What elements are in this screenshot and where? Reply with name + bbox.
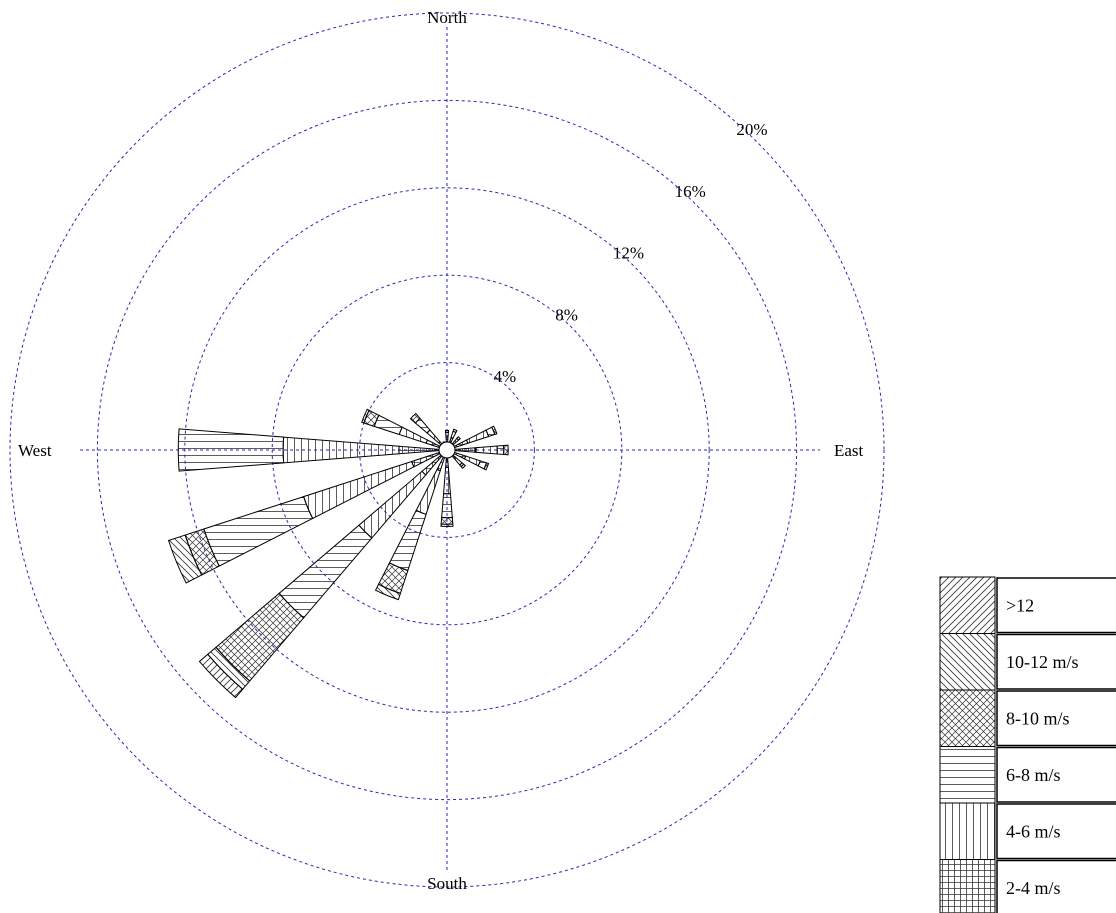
ring-label-12: 12%	[613, 244, 644, 263]
east-label: East	[834, 441, 864, 460]
south-label: South	[427, 874, 467, 893]
ring-label-20: 20%	[736, 120, 767, 139]
wedge-247.5-10-12	[167, 534, 203, 584]
calm-center	[438, 441, 456, 459]
legend-label-gt12: >12	[1006, 595, 1034, 615]
wedge-225-gt12	[198, 653, 244, 699]
legend-label-10-12: 10-12 m/s	[1006, 652, 1079, 672]
wedge-315-8-10	[409, 412, 421, 424]
legend-label-6-8: 6-8 m/s	[1006, 765, 1061, 785]
legend-swatch-4-6	[939, 802, 996, 860]
wedge-90-8-10	[503, 444, 509, 456]
grid-ring-20	[9, 12, 885, 888]
wedge-270-6-8	[177, 428, 285, 472]
ring-label-4: 4%	[493, 367, 516, 386]
radial-tick-labels: 4% 8% 12% 16% 20%	[493, 120, 767, 386]
legend-swatch-gt12	[939, 576, 996, 634]
legend-box-gt12	[996, 577, 1116, 634]
legend-swatch-8-10	[939, 689, 996, 747]
legend-label-8-10: 8-10 m/s	[1006, 708, 1070, 728]
wedge-67.5-8-10	[491, 425, 498, 436]
legend-box-10-12	[996, 633, 1116, 690]
legend-swatch-10-12	[939, 633, 996, 691]
legend-swatch-2-4	[939, 859, 996, 913]
compass-labels: North South West East	[18, 8, 864, 893]
wedge-292.5-10-12	[361, 408, 370, 424]
grid-ring-4	[359, 362, 535, 538]
legend-label-4-6: 4-6 m/s	[1006, 821, 1061, 841]
legend-box-8-10	[996, 690, 1116, 747]
legend-box-4-6	[996, 803, 1116, 860]
west-label: West	[18, 441, 52, 460]
wedge-0-6-8	[444, 429, 450, 434]
ring-label-8: 8%	[555, 305, 578, 324]
ring-label-16: 16%	[675, 182, 706, 201]
wedge-112.5-8-10	[483, 462, 490, 471]
north-label: North	[427, 8, 467, 27]
wedge-22.5-6-8	[452, 428, 458, 434]
legend-swatch-6-8	[939, 746, 996, 804]
legend-box-6-8	[996, 746, 1116, 803]
legend-box-2-4	[996, 859, 1116, 913]
wedge-202.5-10-12	[374, 583, 402, 601]
wedge-45-6-8	[456, 436, 461, 441]
wedge-180-10-12	[440, 523, 454, 527]
legend-label-2-4: 2-4 m/s	[1006, 878, 1061, 898]
wedge-135-8-10	[460, 463, 466, 469]
